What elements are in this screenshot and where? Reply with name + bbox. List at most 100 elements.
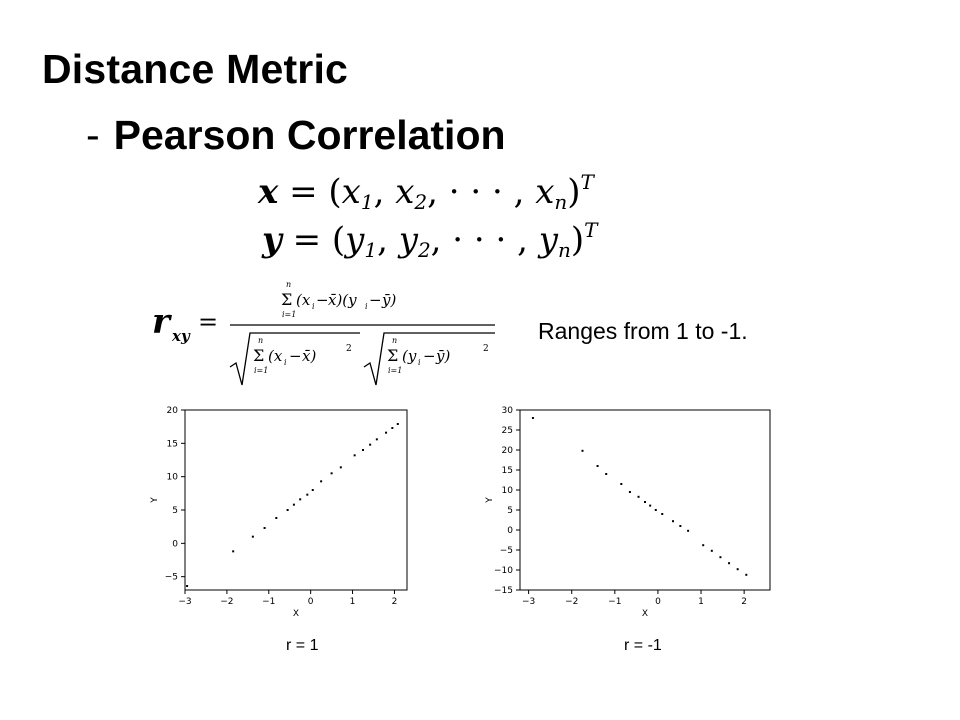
data-point (745, 573, 748, 576)
svg-text:=: = (198, 308, 218, 336)
svg-text:2: 2 (483, 344, 489, 354)
y-vector-formula: y = (y1, y2, · · · , yn)T (262, 218, 598, 262)
svg-text:Σ: Σ (387, 346, 398, 365)
data-point (396, 423, 399, 425)
y-tick-label: −15 (494, 586, 513, 596)
data-point (710, 549, 713, 552)
data-point (286, 509, 289, 511)
svg-text:2: 2 (346, 344, 352, 354)
x-vector-formula: x = (x1, x2, · · · , xn)T (258, 170, 594, 214)
svg-text:x̄): x̄) (302, 347, 316, 365)
x-tick-label: −3 (522, 597, 535, 607)
svg-text:(x: (x (296, 291, 311, 309)
x-tick-label: 2 (741, 597, 747, 607)
data-point (644, 501, 646, 503)
svg-text:−: − (316, 291, 329, 309)
y-tick-label: 10 (167, 473, 179, 483)
data-point (605, 473, 608, 475)
svg-text:n: n (258, 336, 263, 345)
y-tick-label: 15 (502, 466, 513, 476)
data-point (385, 431, 388, 434)
y-axis-label: Y (150, 497, 160, 504)
data-point (672, 520, 675, 523)
svg-text:−: − (423, 347, 436, 365)
data-point (649, 504, 652, 507)
y-tick-label: 0 (172, 539, 178, 549)
x-tick-label: −2 (220, 597, 233, 607)
y-tick-label: 5 (172, 506, 178, 516)
data-point (687, 529, 690, 532)
data-point (369, 443, 372, 446)
data-point (339, 466, 342, 469)
svg-text:i=1: i=1 (254, 366, 268, 375)
data-point (736, 568, 739, 571)
data-point (251, 535, 254, 538)
svg-text:i: i (365, 302, 368, 311)
x-tick-label: −1 (262, 597, 275, 607)
data-point (728, 562, 731, 565)
data-point (292, 503, 295, 506)
x-tick-label: 0 (655, 597, 661, 607)
ranges-text: Ranges from 1 to -1. (538, 318, 748, 344)
x-tick-label: 0 (308, 597, 314, 607)
svg-text:(y: (y (402, 347, 417, 365)
svg-text:Σ: Σ (281, 290, 292, 309)
y-tick-label: 0 (507, 526, 513, 536)
data-point (330, 472, 333, 475)
x-axis-label: X (293, 609, 299, 619)
svg-text:x̄)(y: x̄)(y (328, 291, 357, 309)
y-axis-label: Y (485, 497, 495, 504)
svg-text:n: n (286, 280, 291, 289)
x-tick-label: 1 (698, 597, 704, 607)
caption-right: r = -1 (624, 637, 662, 654)
data-point (719, 556, 722, 559)
y-tick-label: −5 (165, 573, 178, 583)
x-tick-label: −3 (178, 597, 191, 607)
data-point (391, 427, 394, 429)
data-point (186, 585, 189, 587)
x-tick-label: 2 (392, 597, 398, 607)
y-tick-label: −5 (500, 546, 513, 556)
svg-text:r: r (152, 302, 172, 342)
plot-frame (519, 409, 771, 591)
y-tick-label: −10 (494, 566, 513, 576)
x-axis-label: X (642, 609, 648, 619)
svg-text:−: − (369, 291, 382, 309)
data-point (637, 495, 640, 498)
x-tick-label: −1 (608, 597, 621, 607)
data-point (531, 417, 534, 419)
data-point (679, 525, 682, 527)
data-point (581, 449, 584, 452)
scatter-plot-r-1: −3 −2 −1 0 1 2 −5 0 5 10 15 20 X Y (150, 406, 408, 619)
slide-title: Distance Metric (42, 46, 349, 92)
data-point (362, 449, 365, 451)
svg-text:i: i (418, 358, 421, 367)
pearson-formula: r xy = n Σ i=1 (x i − x̄)(y i − ȳ) n Σ i… (152, 280, 495, 386)
y-tick-label: 10 (502, 486, 514, 496)
y-tick-label: 5 (507, 506, 513, 516)
x-tick-label: −2 (565, 597, 578, 607)
data-point (661, 513, 664, 515)
y-tick-label: 30 (502, 406, 514, 416)
data-point (311, 489, 314, 491)
svg-text:i: i (312, 302, 315, 311)
svg-text:−: − (289, 347, 302, 365)
svg-text:n: n (392, 336, 397, 345)
data-point (702, 544, 705, 547)
data-point (375, 438, 378, 441)
svg-text:i: i (284, 358, 287, 367)
data-point (275, 517, 278, 519)
data-point (654, 509, 657, 511)
plot-frame (184, 409, 408, 591)
svg-text:Σ: Σ (253, 346, 264, 365)
slide-subtitle-row: - Pearson Correlation (86, 112, 506, 159)
y-tick-label: 20 (167, 406, 179, 416)
caption-left: r = 1 (286, 637, 319, 654)
data-point (628, 491, 631, 493)
svg-text:i=1: i=1 (282, 310, 296, 319)
data-point (353, 454, 356, 457)
slide-subtitle: Pearson Correlation (113, 112, 506, 158)
data-point (232, 550, 235, 553)
y-tick-label: 25 (502, 426, 513, 436)
